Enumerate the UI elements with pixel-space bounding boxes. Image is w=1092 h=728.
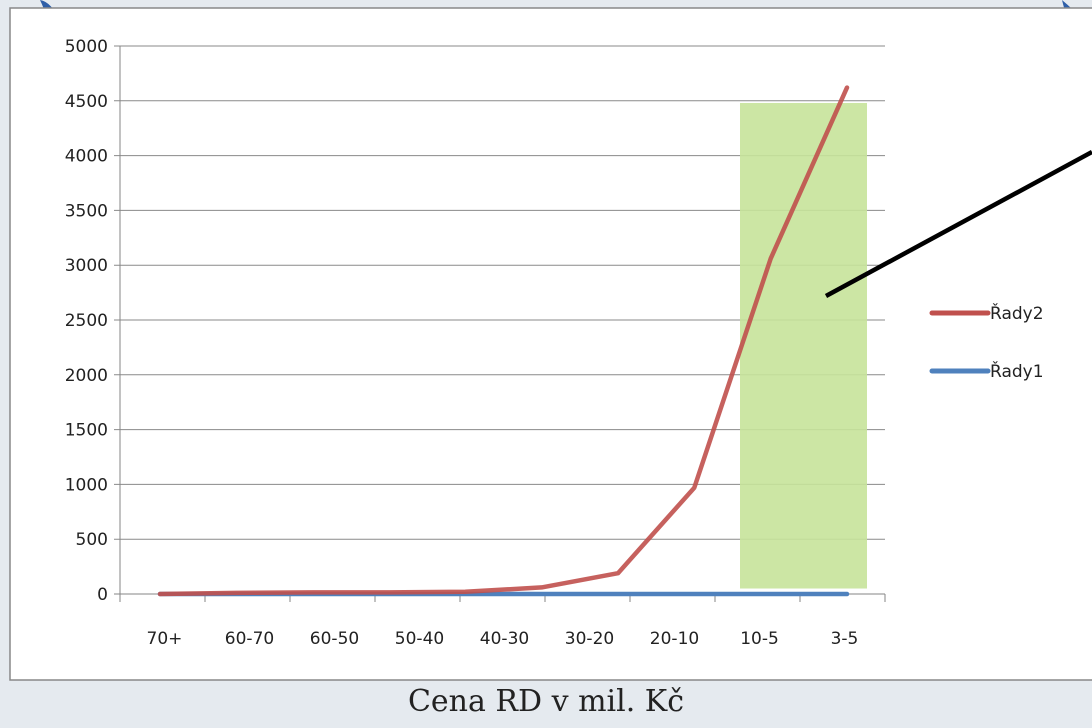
y-tick-label: 0 <box>97 585 108 605</box>
legend-label: Řady1 <box>990 360 1044 382</box>
y-tick-label: 1000 <box>65 475 108 495</box>
x-tick-label: 50-40 <box>395 629 444 649</box>
x-tick-label: 40-30 <box>480 629 529 649</box>
x-tick-label: 10-5 <box>740 629 779 649</box>
highlight-region <box>740 102 867 589</box>
annotation-line <box>824 150 1092 298</box>
y-tick-label: 5000 <box>65 37 108 57</box>
y-tick-label: 2000 <box>65 366 108 386</box>
series-lines <box>157 85 850 597</box>
x-tick-label: 70+ <box>147 629 183 649</box>
chart-axes: 0 500 1000 1500 2000 2500 3000 3500 4000 4500 5000… <box>65 37 886 649</box>
y-tick-label: 1500 <box>65 421 108 441</box>
x-tick-label: 20-10 <box>650 629 699 649</box>
y-tick-label: 4000 <box>65 147 108 167</box>
x-tick-label: 60-50 <box>310 629 359 649</box>
x-tick-label: 30-20 <box>565 629 614 649</box>
legend: Řady2 Řady1 <box>929 302 1044 382</box>
y-tick-label: 2500 <box>65 311 108 331</box>
chart-caption: Cena RD v mil. Kč <box>407 684 685 719</box>
annotation-layer <box>824 150 1092 298</box>
x-tick-label: 60-70 <box>225 629 274 649</box>
series-line-2 <box>157 85 850 597</box>
legend-label: Řady2 <box>990 302 1044 324</box>
x-tick-label: 3-5 <box>831 629 859 649</box>
chart-frame <box>9 7 1092 681</box>
y-tick-label: 3500 <box>65 201 108 221</box>
y-tick-label: 3000 <box>65 256 108 276</box>
y-tick-label: 500 <box>76 530 108 550</box>
y-tick-label: 4500 <box>65 92 108 112</box>
highlight-layer <box>740 102 867 589</box>
